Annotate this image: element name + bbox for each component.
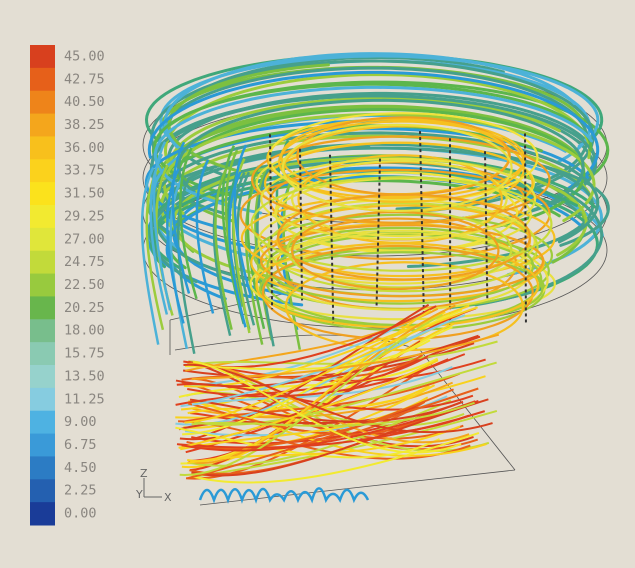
- streamlines: [142, 54, 608, 505]
- legend-swatch: [30, 502, 55, 525]
- viewport: 45.00 42.75 40.50 38.25 36.00 33.75 31.50 29.25…: [0, 0, 635, 568]
- legend-swatch: [30, 479, 55, 502]
- legend-label: 24.75: [64, 254, 105, 270]
- legend-label: 38.25: [64, 117, 105, 133]
- legend-swatch: [30, 205, 55, 228]
- legend-swatch: [30, 365, 55, 388]
- legend-swatch: [30, 274, 55, 297]
- legend-swatch: [30, 91, 55, 114]
- legend-label: 9.00: [64, 414, 97, 430]
- legend-label: 45.00: [64, 48, 105, 64]
- legend-swatch: [30, 159, 55, 182]
- legend-swatch: [30, 388, 55, 411]
- legend-label: 2.25: [64, 483, 97, 499]
- legend-swatch: [30, 114, 55, 137]
- legend-label: 31.50: [64, 186, 105, 202]
- legend-label: 29.25: [64, 208, 105, 224]
- legend-label: 11.25: [64, 391, 105, 407]
- streamline: [200, 488, 368, 500]
- legend-swatch: [30, 319, 55, 342]
- legend-label: 18.00: [64, 323, 105, 339]
- legend-label: 27.00: [64, 231, 105, 247]
- axis-z-label: Z: [140, 467, 148, 480]
- legend-swatch: [30, 342, 55, 365]
- legend-swatch: [30, 411, 55, 434]
- legend-label: 6.75: [64, 437, 97, 453]
- legend-label: 0.00: [64, 506, 97, 522]
- color-legend: 45.00 42.75 40.50 38.25 36.00 33.75 31.50 29.25…: [30, 45, 105, 526]
- legend-label: 13.50: [64, 368, 105, 384]
- legend-label: 15.75: [64, 346, 105, 362]
- legend-swatch: [30, 182, 55, 205]
- legend-label: 4.50: [64, 460, 97, 476]
- legend-swatch: [30, 456, 55, 479]
- legend-swatch: [30, 136, 55, 159]
- legend-swatch: [30, 228, 55, 251]
- legend-swatch: [30, 296, 55, 319]
- legend-label: 33.75: [64, 163, 105, 179]
- legend-swatch: [30, 68, 55, 91]
- legend-swatch: [30, 251, 55, 274]
- legend-label: 40.50: [64, 94, 105, 110]
- legend-swatch: [30, 45, 55, 68]
- axis-x-label: X: [164, 491, 172, 504]
- axis-y-label: Y: [135, 488, 143, 501]
- legend-swatch: [30, 434, 55, 457]
- axis-triad: Z Y X: [135, 467, 172, 504]
- legend-label: 22.50: [64, 277, 105, 293]
- legend-label: 42.75: [64, 71, 105, 87]
- legend-label: 36.00: [64, 140, 105, 156]
- legend-label: 20.25: [64, 300, 105, 316]
